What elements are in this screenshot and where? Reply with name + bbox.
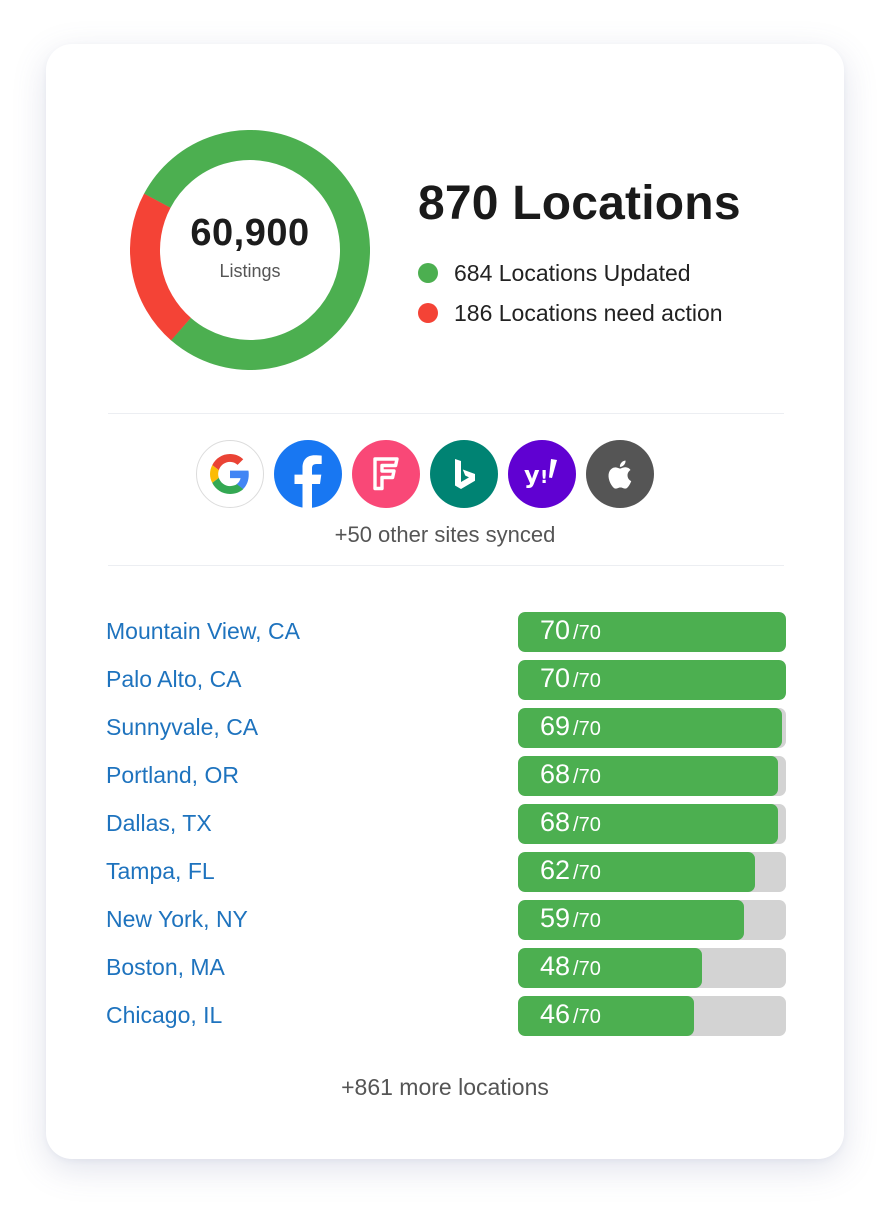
- location-name[interactable]: Sunnyvale, CA: [106, 714, 259, 740]
- google-icon[interactable]: [196, 440, 264, 508]
- score-bar-fill: [518, 804, 779, 844]
- location-name[interactable]: Mountain View, CA: [106, 618, 300, 644]
- divider-top: [108, 413, 784, 414]
- score-max: 70: [578, 718, 601, 740]
- location-row: Chicago, IL 46/70: [106, 996, 786, 1044]
- score-bar: 68/70: [518, 804, 786, 844]
- legend-updated: 684 Locations Updated: [418, 253, 741, 293]
- score-bar-fill: [518, 660, 786, 700]
- score-value: 62: [540, 855, 571, 885]
- score-bar-fill: [518, 756, 779, 796]
- score-value: 46: [540, 999, 571, 1029]
- score-value: 70: [540, 615, 571, 645]
- apple-icon[interactable]: [586, 440, 654, 508]
- site-icons: y !: [196, 440, 654, 508]
- location-row: Mountain View, CA 70/70: [106, 612, 786, 660]
- locations-summary: 870 Locations 684 Locations Updated 186 …: [418, 176, 741, 333]
- score-label: 62/70: [540, 855, 601, 886]
- score-value: 69: [540, 711, 571, 741]
- score-max: 70: [578, 766, 601, 788]
- score-value: 70: [540, 663, 571, 693]
- score-label: 68/70: [540, 759, 601, 790]
- score-max: 70: [578, 862, 601, 884]
- score-bar: 68/70: [518, 756, 786, 796]
- locations-card: 60,900 Listings 870 Locations 684 Locati…: [46, 44, 844, 1159]
- score-label: 46/70: [540, 999, 601, 1030]
- score-separator: /: [573, 718, 579, 740]
- score-bar: 69/70: [518, 708, 786, 748]
- green-dot-icon: [418, 263, 438, 283]
- score-max: 70: [578, 910, 601, 932]
- score-label: 48/70: [540, 951, 601, 982]
- score-label: 59/70: [540, 903, 601, 934]
- more-locations-text[interactable]: +861 more locations: [341, 1074, 549, 1100]
- score-separator: /: [573, 958, 579, 980]
- score-label: 68/70: [540, 807, 601, 838]
- score-separator: /: [573, 670, 579, 692]
- score-bar-fill: [518, 948, 702, 988]
- location-name[interactable]: Dallas, TX: [106, 810, 212, 836]
- location-name[interactable]: Portland, OR: [106, 762, 239, 788]
- score-value: 68: [540, 759, 571, 789]
- svg-text:y: y: [524, 461, 540, 489]
- location-name[interactable]: New York, NY: [106, 906, 248, 932]
- score-bar-fill: [518, 996, 695, 1036]
- score-value: 68: [540, 807, 571, 837]
- score-label: 70/70: [540, 663, 601, 694]
- location-list: Mountain View, CA 70/70 Palo Alto, CA 70/70…: [106, 612, 786, 1044]
- score-bar: 46/70: [518, 996, 786, 1036]
- score-label: 70/70: [540, 615, 601, 646]
- location-row: Palo Alto, CA 70/70: [106, 660, 786, 708]
- location-row: Dallas, TX 68/70: [106, 804, 786, 852]
- location-row: Tampa, FL 62/70: [106, 852, 786, 900]
- score-max: 70: [578, 814, 601, 836]
- score-bar: 59/70: [518, 900, 786, 940]
- location-row: Portland, OR 68/70: [106, 756, 786, 804]
- location-row: Sunnyvale, CA 69/70: [106, 708, 786, 756]
- legend-updated-text: 684 Locations Updated: [454, 259, 691, 286]
- score-bar: 70/70: [518, 612, 786, 652]
- score-max: 70: [578, 622, 601, 644]
- score-bar: 70/70: [518, 660, 786, 700]
- listings-donut-chart: 60,900 Listings: [130, 130, 370, 370]
- svg-text:!: !: [540, 467, 548, 488]
- sites-synced-text: +50 other sites synced: [334, 522, 556, 547]
- legend-action: 186 Locations need action: [418, 293, 741, 333]
- score-bar-fill: [518, 708, 783, 748]
- location-name[interactable]: Chicago, IL: [106, 1002, 223, 1028]
- listings-count: 60,900: [190, 212, 310, 254]
- score-bar-fill: [518, 900, 744, 940]
- facebook-icon[interactable]: [274, 440, 342, 508]
- bing-icon[interactable]: [430, 440, 498, 508]
- yahoo-icon[interactable]: y !: [508, 440, 576, 508]
- score-value: 59: [540, 903, 571, 933]
- locations-title: 870 Locations: [418, 177, 741, 230]
- location-name[interactable]: Palo Alto, CA: [106, 666, 242, 692]
- location-name[interactable]: Boston, MA: [106, 954, 225, 980]
- legend-action-text: 186 Locations need action: [454, 299, 723, 326]
- red-dot-icon: [418, 303, 438, 323]
- foursquare-icon[interactable]: [352, 440, 420, 508]
- location-name[interactable]: Tampa, FL: [106, 858, 215, 884]
- score-max: 70: [578, 670, 601, 692]
- score-label: 69/70: [540, 711, 601, 742]
- location-row: Boston, MA 48/70: [106, 948, 786, 996]
- score-separator: /: [573, 1006, 579, 1028]
- score-separator: /: [573, 910, 579, 932]
- score-max: 70: [578, 1006, 601, 1028]
- listings-label: Listings: [219, 261, 281, 281]
- score-value: 48: [540, 951, 571, 981]
- score-bar-fill: [518, 852, 756, 892]
- score-bar-fill: [518, 612, 786, 652]
- score-separator: /: [573, 814, 579, 836]
- divider-bottom: [108, 565, 784, 566]
- location-row: New York, NY 59/70: [106, 900, 786, 948]
- score-max: 70: [578, 958, 601, 980]
- score-separator: /: [573, 766, 579, 788]
- score-separator: /: [573, 862, 579, 884]
- score-bar: 48/70: [518, 948, 786, 988]
- score-bar: 62/70: [518, 852, 786, 892]
- score-separator: /: [573, 622, 579, 644]
